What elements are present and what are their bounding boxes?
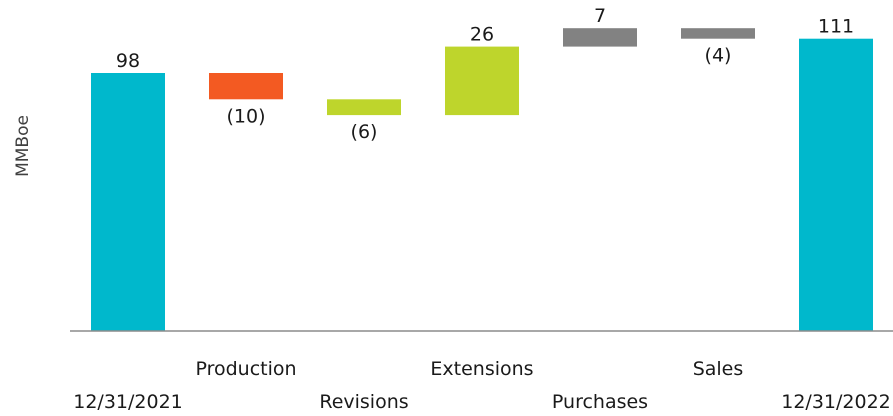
bar-purchases (563, 28, 637, 47)
bar-production (209, 73, 283, 100)
x-tick-label-revisions: Revisions (319, 391, 408, 413)
bars-layer (91, 28, 873, 331)
x-tick-label-extensions: Extensions (430, 358, 533, 380)
data-label-revisions: (6) (351, 121, 378, 143)
bar-sales (681, 28, 755, 39)
bar-extensions (445, 46, 519, 116)
data-label-extensions: 26 (470, 24, 494, 46)
bar-12-31-2021 (91, 73, 165, 331)
labels-layer: 98 12/31/2021 (10) Production (6) Revisions 26… (73, 5, 891, 413)
bar-12-31-2022 (799, 38, 873, 331)
x-tick-label-production: Production (195, 358, 296, 380)
x-tick-label-sales: Sales (693, 358, 744, 380)
x-tick-label-12-31-2021: 12/31/2021 (73, 391, 183, 413)
bar-revisions (327, 99, 401, 116)
data-label-sales: (4) (705, 45, 732, 67)
x-tick-label-12-31-2022: 12/31/2022 (781, 391, 891, 413)
y-axis-label: MMBoe (13, 115, 33, 177)
data-label-purchases: 7 (594, 5, 606, 27)
x-tick-label-purchases: Purchases (552, 391, 648, 413)
data-label-12-31-2022: 111 (818, 16, 854, 38)
data-label-12-31-2021: 98 (116, 50, 140, 72)
data-label-production: (10) (226, 105, 265, 127)
